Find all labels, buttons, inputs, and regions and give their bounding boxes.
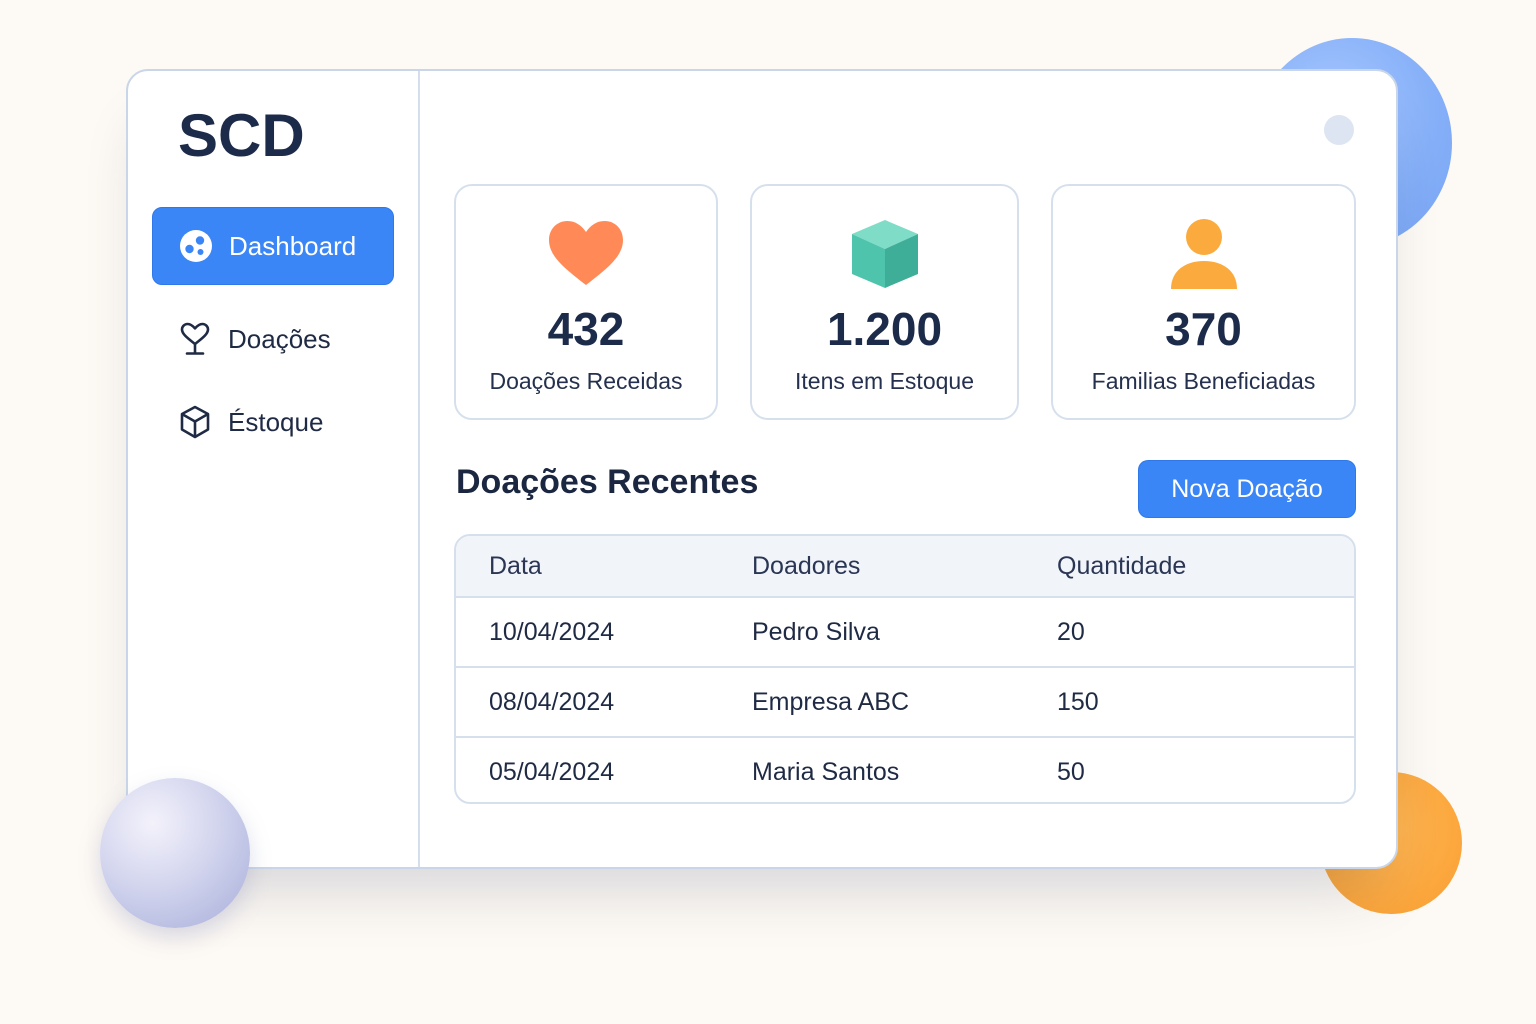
sidebar: SCD Dashboard Doações — [128, 71, 420, 867]
column-header-quantidade[interactable]: Quantidade — [1057, 551, 1187, 580]
table-row[interactable]: 10/04/2024 Pedro Silva 20 — [456, 598, 1354, 668]
sidebar-item-estoque[interactable]: Éstoque — [152, 383, 394, 461]
heart-outline-icon — [178, 322, 212, 356]
cell-donor: Pedro Silva — [752, 617, 880, 646]
new-donation-button[interactable]: Nova Doação — [1138, 460, 1356, 518]
stat-label: Doações Receidas — [489, 368, 683, 394]
sidebar-item-dashboard[interactable]: Dashboard — [152, 207, 394, 285]
brand-logo: SCD — [178, 102, 305, 169]
table-row[interactable]: 08/04/2024 Empresa ABC 150 — [456, 668, 1354, 738]
stat-value: 1.200 — [826, 303, 943, 355]
stat-card-doacoes: 432 Doações Receidas — [454, 184, 718, 420]
stat-value: 432 — [547, 303, 625, 355]
table-header: Data Doadores Quantidade — [456, 536, 1354, 598]
box-outline-icon — [178, 405, 212, 439]
cell-donor: Empresa ABC — [752, 687, 910, 716]
column-header-doadores[interactable]: Doadores — [752, 551, 861, 580]
stat-label: Itens em Estoque — [795, 368, 974, 394]
donations-table: Data Doadores Quantidade 10/04/2024 Pedr… — [454, 534, 1356, 804]
cell-date: 08/04/2024 — [489, 687, 615, 716]
cube-icon — [845, 214, 925, 294]
column-header-data[interactable]: Data — [489, 551, 542, 580]
cell-quantity: 20 — [1057, 617, 1085, 646]
cell-date: 05/04/2024 — [489, 757, 615, 786]
sidebar-item-label: Doações — [228, 323, 331, 354]
window-control-dot[interactable] — [1324, 115, 1354, 145]
stat-card-estoque: 1.200 Itens em Estoque — [750, 184, 1019, 420]
decorative-lilac-sphere — [100, 778, 250, 928]
sidebar-item-label: Dashboard — [229, 230, 357, 261]
cell-donor: Maria Santos — [752, 757, 900, 786]
cell-quantity: 150 — [1057, 687, 1099, 716]
stat-label: Familias Beneficiadas — [1091, 368, 1316, 394]
cell-quantity: 50 — [1057, 757, 1085, 786]
table-row[interactable]: 05/04/2024 Maria Santos 50 — [456, 738, 1354, 802]
dashboard-icon — [179, 229, 213, 263]
stat-card-familias: 370 Familias Beneficiadas — [1051, 184, 1356, 420]
sidebar-item-label: Éstoque — [228, 406, 324, 437]
person-icon — [1164, 214, 1244, 294]
sidebar-item-doacoes[interactable]: Doações — [152, 300, 394, 378]
stat-value: 370 — [1165, 303, 1242, 355]
app-window: SCD Dashboard Doações — [126, 69, 1398, 869]
cell-date: 10/04/2024 — [489, 617, 615, 646]
heart-icon — [546, 214, 626, 294]
section-title: Doações Recentes — [456, 463, 759, 501]
